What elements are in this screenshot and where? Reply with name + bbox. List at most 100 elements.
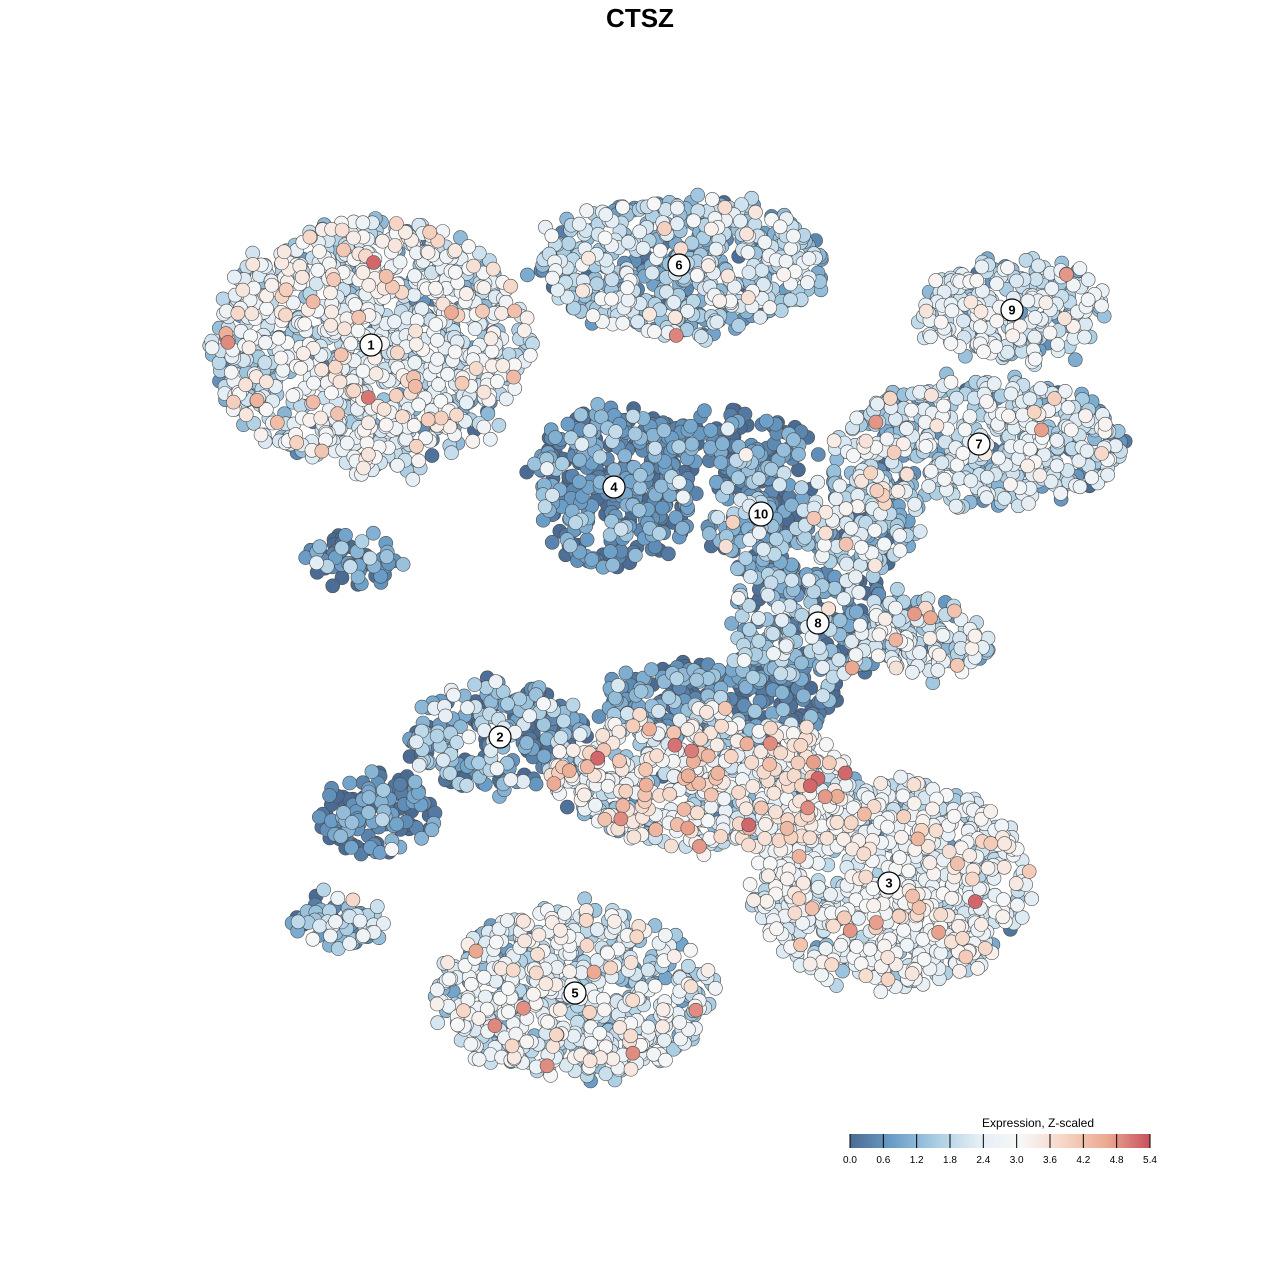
cell-point <box>771 600 786 615</box>
cell-point <box>690 187 706 203</box>
cell-point <box>424 448 440 463</box>
cell-point <box>635 241 651 256</box>
cell-point <box>610 678 626 693</box>
cell-point <box>544 534 560 550</box>
cell-point <box>640 962 656 978</box>
cell-point <box>459 395 474 411</box>
cell-point <box>904 664 920 680</box>
cell-point <box>986 376 1002 392</box>
cell-point <box>654 500 670 516</box>
cell-point <box>582 423 598 438</box>
cell-point <box>1031 258 1046 274</box>
cell-point <box>342 775 358 791</box>
cell-point <box>720 480 735 495</box>
cell-point <box>773 666 789 682</box>
cell-point <box>467 321 483 337</box>
cell-point <box>572 452 587 468</box>
cell-point <box>783 292 798 308</box>
cell-point <box>559 799 575 815</box>
cell-point <box>751 611 766 626</box>
cell-point <box>442 766 458 781</box>
cell-point <box>851 585 867 600</box>
cell-point <box>592 449 608 465</box>
cell-point <box>912 645 927 660</box>
cell-point <box>617 448 633 464</box>
cell-point <box>764 461 779 477</box>
cell-point <box>379 549 395 564</box>
cell-point <box>608 424 624 439</box>
cell-point <box>675 520 690 536</box>
cell-point <box>715 436 730 452</box>
cell-point <box>745 670 761 685</box>
cell-point <box>666 295 682 310</box>
cell-point <box>467 677 482 693</box>
cell-point <box>979 469 995 485</box>
cell-point <box>697 403 712 419</box>
cell-point <box>656 423 672 438</box>
cell-point <box>768 531 784 547</box>
cell-point <box>1024 891 1039 907</box>
cell-point <box>618 665 634 681</box>
cell-point <box>227 269 242 285</box>
cell-point <box>733 213 748 229</box>
cell-point <box>573 407 589 423</box>
cell-point <box>414 699 430 715</box>
cell-point <box>751 633 767 649</box>
cell-point <box>796 688 811 704</box>
cell-point <box>709 314 725 330</box>
cell-point <box>751 471 767 486</box>
cell-point <box>311 809 327 825</box>
cell-point <box>997 491 1012 506</box>
cell-point <box>392 777 408 792</box>
cell-point <box>1079 443 1095 459</box>
cell-point <box>890 581 905 597</box>
cell-point <box>515 774 531 789</box>
cell-point <box>344 815 360 830</box>
cell-point <box>424 822 440 838</box>
cell-point <box>1018 252 1034 268</box>
cell-point <box>316 882 331 898</box>
cell-point <box>836 591 852 607</box>
cell-point <box>949 390 964 406</box>
cell-point <box>708 241 724 257</box>
cell-point <box>338 527 353 543</box>
cell-point <box>604 272 620 287</box>
cell-point <box>730 470 746 486</box>
cell-point <box>680 958 696 974</box>
cell-point <box>772 477 787 493</box>
cell-point <box>547 430 563 445</box>
cell-point <box>759 413 774 429</box>
cell-point <box>334 540 350 556</box>
cell-point <box>309 555 324 571</box>
cell-point <box>572 727 588 742</box>
cell-point <box>627 426 643 442</box>
cell-point <box>742 622 757 637</box>
cell-point <box>632 480 648 496</box>
cell-point <box>775 702 791 717</box>
cell-point <box>791 446 806 462</box>
scatter-points <box>202 187 1133 1089</box>
cell-point <box>405 472 421 487</box>
cell-point <box>776 442 792 458</box>
cell-point <box>794 480 809 496</box>
cell-point <box>361 790 377 805</box>
cell-point <box>684 436 700 452</box>
cell-point <box>408 734 424 750</box>
cell-point <box>831 652 847 668</box>
cell-point <box>579 532 595 547</box>
cell-point <box>738 551 754 566</box>
cell-point <box>590 397 606 412</box>
cell-point <box>731 318 746 333</box>
cell-point <box>553 730 569 745</box>
cell-point <box>921 479 937 494</box>
cell-point <box>361 805 376 820</box>
cell-point <box>605 557 621 573</box>
cell-point <box>647 440 663 456</box>
cell-point <box>574 436 590 452</box>
cell-point <box>743 569 758 584</box>
cell-point <box>536 717 551 733</box>
cell-point <box>395 557 411 572</box>
cell-point <box>765 626 781 641</box>
cell-point <box>584 552 600 567</box>
